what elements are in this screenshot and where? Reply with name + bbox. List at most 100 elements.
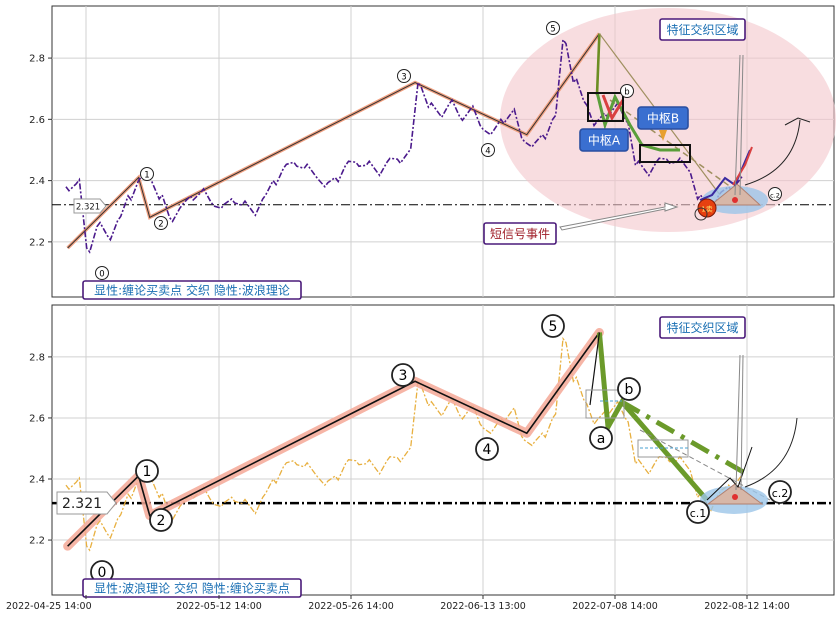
y-tick-label: 2.6 (29, 413, 45, 424)
short-signal-label: 短信号事件 (490, 227, 550, 241)
wave-point-label: 5 (550, 25, 555, 35)
feature-zone-label: 特征交织区域 (666, 320, 738, 335)
x-tick-label: 2022-06-13 13:00 (440, 601, 526, 612)
c-wave-tip (732, 146, 753, 186)
wave-point-marker (768, 480, 792, 504)
wave-point-marker (391, 363, 415, 387)
wave-c-projection (620, 399, 747, 476)
ref-label: 2.321 (76, 203, 100, 213)
wave-point-label: b (625, 382, 634, 398)
pivot-a-label-box (579, 128, 629, 152)
wave-point-marker (481, 143, 495, 157)
y-tick-label: 2.8 (29, 352, 45, 363)
wave-point-label: 4 (483, 442, 492, 458)
plot-frame (51, 304, 835, 596)
ref-label: 2.321 (62, 496, 102, 512)
projection-tick (784, 117, 811, 126)
pivot-a-label: 中枢A (588, 133, 621, 148)
wave-point-label: c.1 (690, 507, 707, 520)
target-dot (732, 197, 738, 203)
y-tick-label: 2.4 (29, 176, 45, 187)
panel-caption-box (82, 578, 302, 598)
wave-point-label: 3 (401, 73, 406, 83)
wave-path (67, 33, 600, 249)
short-signal-label-box (483, 222, 557, 245)
wave-path (67, 332, 601, 547)
wave-abc-leg (595, 91, 680, 152)
pivot-b-pointer (659, 130, 667, 141)
wave-point-marker (149, 508, 173, 532)
red-leg (601, 94, 625, 122)
x-tick-label: 2022-05-26 14:00 (308, 601, 394, 612)
panel-2: 2.2 2.4 2.6 2.8 2.321 0 1 2 3 4 5 a b c.1 c.2 特征交织区域显性:… (6, 304, 835, 612)
wave-point-label: 1 (144, 171, 149, 181)
panel-caption: 显性:缠论买卖点 交织 隐性:波浪理论 (94, 283, 290, 298)
y-tick-label: 2.2 (29, 237, 45, 248)
panel-caption: 显性:波浪理论 交织 隐性:缠论买卖点 (94, 581, 290, 596)
zone-pointer-line (740, 354, 744, 491)
wave-point-label: 0 (99, 270, 104, 280)
wave-point-marker (686, 500, 710, 524)
pivot-b-label-box (637, 106, 689, 130)
sell-signal-label: 1卖 (701, 206, 712, 214)
wave-point-label: 0 (98, 565, 107, 581)
pivot-b-label: 中枢B (647, 111, 679, 126)
panel-caption-box (82, 280, 302, 300)
c-wave-thin (706, 446, 753, 501)
projection-arc (744, 417, 798, 488)
projection-arc (744, 119, 801, 186)
sell-signal-marker (697, 198, 717, 218)
wave-point-label: 2 (158, 220, 163, 230)
wave-point-label: c.2 (772, 487, 789, 500)
wave-point-marker (546, 21, 560, 35)
wave-point-marker (475, 437, 499, 461)
wave-point-marker (620, 84, 634, 98)
pivot-a-rect (585, 389, 625, 419)
short-signal-arrow (559, 202, 679, 231)
pivot-a-rect (587, 92, 624, 122)
wave-point-label: a (597, 431, 606, 447)
wave-point-label: 2 (157, 513, 166, 529)
decline-leg (595, 33, 601, 96)
price-series (65, 37, 743, 254)
wave-point-label: 1 (143, 464, 152, 480)
wave-point-marker (95, 266, 109, 280)
pivot-b-rect (639, 144, 691, 163)
feature-zone-label: 特征交织区域 (666, 22, 738, 37)
x-tick-label: 2022-05-12 14:00 (176, 601, 262, 612)
x-tick-label: 2022-04-25 14:00 (6, 601, 92, 612)
wave-abc-leg (596, 332, 709, 502)
y-tick-label: 2.2 (29, 536, 45, 547)
target-dot (732, 494, 738, 500)
price-series (65, 336, 743, 552)
wave-point-c1-marker (694, 207, 708, 221)
y-tick-label: 2.4 (29, 475, 45, 486)
wave-point-label: c.2 (770, 192, 780, 200)
y-tick-label: 2.6 (29, 115, 45, 126)
y-tick-label: 2.8 (29, 54, 45, 65)
wave-point-marker (140, 167, 154, 181)
wave-point-marker (768, 187, 782, 201)
feature-zone-label-box (659, 18, 746, 41)
x-tick-label: 2022-08-12 14:00 (704, 601, 790, 612)
zone-pointer-line (735, 354, 741, 491)
decline-channel (609, 99, 736, 191)
wave-point-label: 3 (399, 368, 408, 384)
ref-label-box (56, 491, 117, 515)
zone-pointer-line (739, 54, 744, 196)
wave-point-marker (589, 426, 613, 450)
wave-point-label: b (624, 88, 629, 98)
zone-pointer-line (734, 54, 741, 196)
wave-point-marker (617, 377, 641, 401)
ref-label-box (73, 198, 107, 214)
wave-a-thin (589, 332, 600, 406)
wave-point-label: 5 (549, 319, 558, 335)
wave-point-marker (154, 216, 168, 230)
wave-point-marker (397, 69, 411, 83)
wave-point-label: 4 (485, 147, 490, 157)
feature-zone-label-box (659, 316, 746, 339)
x-tick-label: 2022-07-08 14:00 (572, 601, 658, 612)
